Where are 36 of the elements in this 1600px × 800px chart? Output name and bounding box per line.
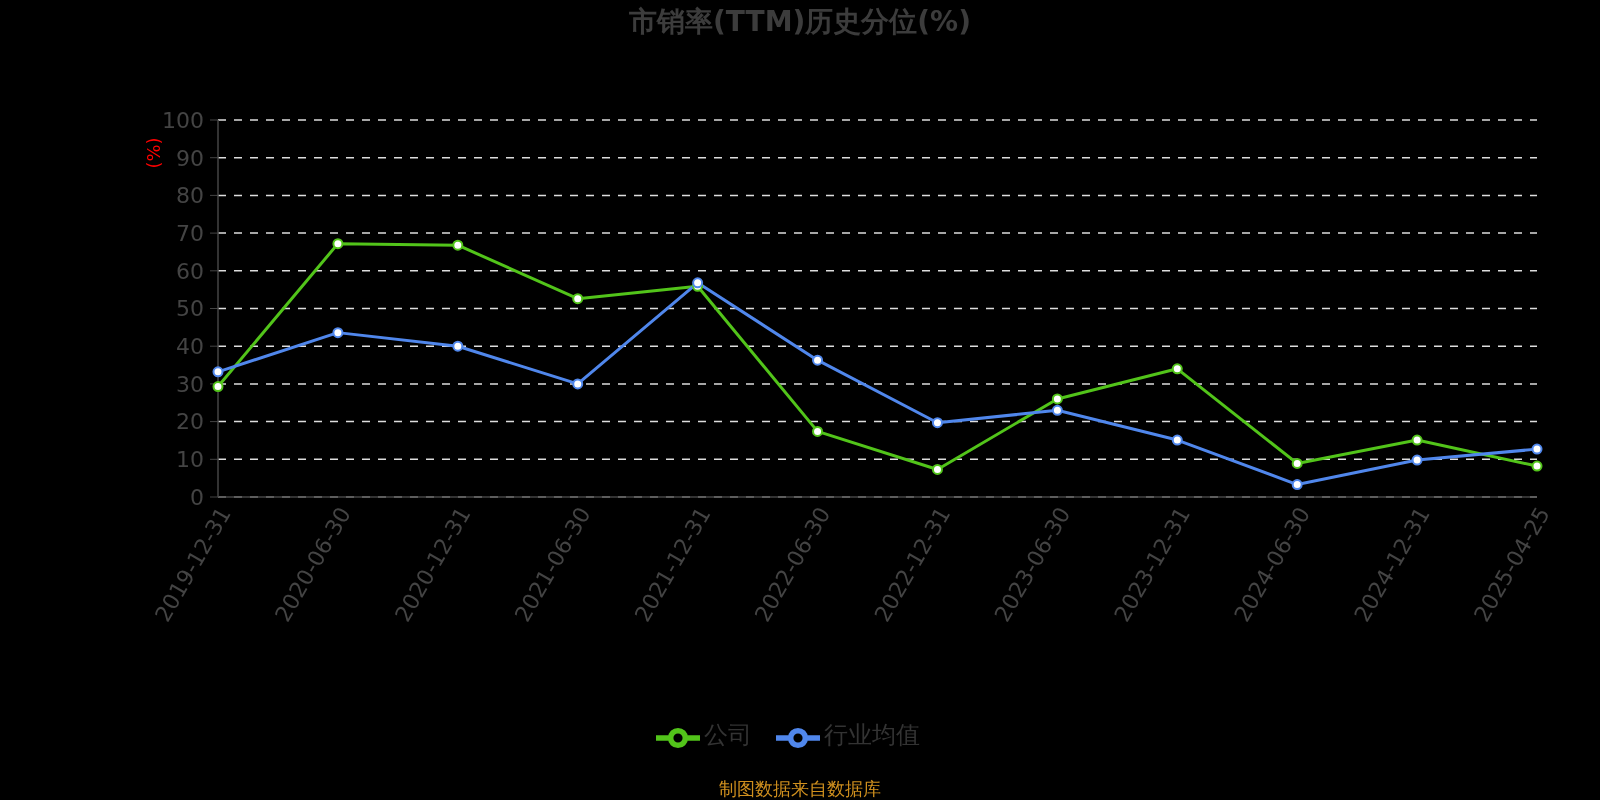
- point: [812, 354, 824, 366]
- point: [452, 239, 464, 251]
- chart-title: 市销率(TTM)历史分位(%): [628, 4, 972, 40]
- point: [1291, 479, 1303, 491]
- y-tick-label: 0: [190, 484, 204, 510]
- y-tick-label: 10: [176, 447, 204, 473]
- point: [1411, 454, 1423, 466]
- point: [1171, 434, 1183, 446]
- y-tick-label: 100: [162, 107, 204, 133]
- point: [1051, 404, 1063, 416]
- point: [931, 417, 943, 429]
- y-tick-label: 80: [176, 183, 204, 209]
- y-tick-label: 90: [176, 145, 204, 171]
- y-tick-label: 60: [176, 258, 204, 284]
- point: [332, 327, 344, 339]
- point: [332, 238, 344, 250]
- point: [1531, 460, 1543, 472]
- point: [931, 463, 943, 475]
- y-tick-label: 50: [176, 296, 204, 322]
- point: [572, 293, 584, 305]
- point: [1291, 457, 1303, 469]
- point: [212, 366, 224, 378]
- text: 制图数据来自数据库: [718, 778, 882, 800]
- point: [1411, 434, 1423, 446]
- point: [1171, 363, 1183, 375]
- y-axis-title: (%): [143, 136, 165, 171]
- y-tick-label: 30: [176, 371, 204, 397]
- point: [452, 340, 464, 352]
- y-tick-label: 20: [176, 409, 204, 435]
- point: [212, 381, 224, 393]
- y-tick-label: 70: [176, 220, 204, 246]
- point: [572, 378, 584, 390]
- point: [1051, 393, 1063, 405]
- point: [1531, 443, 1543, 455]
- y-tick-label: 40: [176, 334, 204, 360]
- point: [812, 425, 824, 437]
